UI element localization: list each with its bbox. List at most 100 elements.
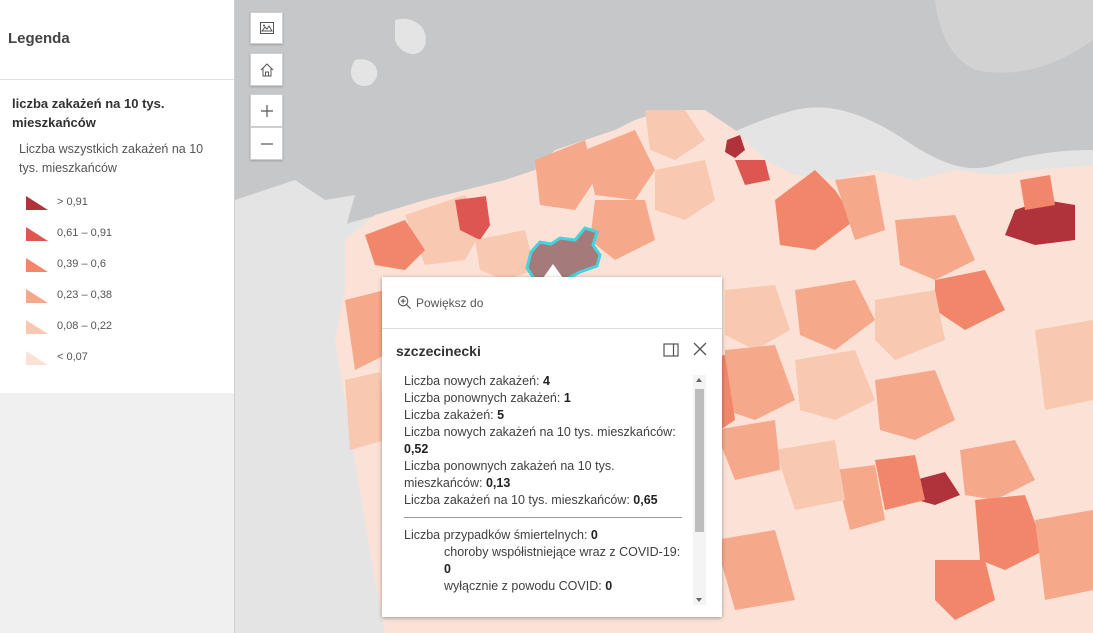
district[interactable] xyxy=(715,530,795,610)
legend-swatch xyxy=(26,195,48,210)
row-value: 0 xyxy=(605,579,613,593)
coast-germany xyxy=(235,180,355,260)
zoom-out-button[interactable] xyxy=(250,127,283,160)
popup-header: szczecinecki xyxy=(382,329,722,373)
district[interactable] xyxy=(1005,200,1075,245)
row-label: Liczba ponownych zakażeń: xyxy=(404,391,561,405)
popup-row: wyłącznie z powodu COVID: 0 xyxy=(404,578,689,595)
district[interactable] xyxy=(645,110,705,160)
zoom-to-label[interactable]: Powiększ do xyxy=(416,295,484,310)
row-value: 0,13 xyxy=(485,476,511,490)
dock-icon[interactable] xyxy=(663,343,679,357)
legend-swatch xyxy=(26,226,48,241)
row-label: Liczba nowych zakażeń na 10 tys. mieszka… xyxy=(404,425,676,439)
legend-class-label: > 0,91 xyxy=(57,195,88,208)
home-button[interactable] xyxy=(250,53,283,86)
legend-class-item: < 0,07 xyxy=(25,341,234,372)
legend-class-label: 0,23 – 0,38 xyxy=(57,288,113,301)
legend-swatch xyxy=(26,350,48,365)
scroll-thumb[interactable] xyxy=(695,389,704,532)
district[interactable] xyxy=(535,140,595,210)
district[interactable] xyxy=(835,465,885,530)
district[interactable] xyxy=(485,180,535,230)
district[interactable] xyxy=(960,440,1035,500)
district[interactable] xyxy=(875,370,955,440)
plus-icon xyxy=(260,104,273,117)
district[interactable] xyxy=(1035,510,1093,600)
district[interactable] xyxy=(475,230,535,280)
legend-class-label: 0,61 – 0,91 xyxy=(57,226,113,239)
district[interactable] xyxy=(775,440,845,510)
basemap-gallery-icon xyxy=(259,22,274,34)
district[interactable] xyxy=(835,175,885,240)
district[interactable] xyxy=(725,135,745,158)
popup-row: choroby współistniejące wraz z COVID-19:… xyxy=(404,544,689,578)
popup-content: Liczba nowych zakażeń: 4 Liczba ponownyc… xyxy=(404,373,689,595)
legend-class-label: 0,39 – 0,6 xyxy=(57,257,106,270)
row-label: wyłącznie z powodu COVID: xyxy=(444,579,602,593)
scroll-up-arrow-icon[interactable] xyxy=(696,378,702,382)
zoom-in-magnifier-icon xyxy=(397,295,411,309)
row-value: 5 xyxy=(497,408,505,422)
row-label: Liczba zakażeń na 10 tys. mieszkańców: xyxy=(404,493,630,507)
legend-class-item: 0,23 – 0,38 xyxy=(25,279,234,310)
district[interactable] xyxy=(1020,175,1055,210)
legend-field-label: Liczba wszystkich zakażeń na 10 tys. mie… xyxy=(19,142,204,175)
legend-class-item: > 0,91 xyxy=(25,186,234,217)
legend-class-item: 0,39 – 0,6 xyxy=(25,248,234,279)
legend-class-list: > 0,91 0,61 – 0,91 0,39 – 0,6 0,23 – 0,3… xyxy=(0,178,234,372)
district[interactable] xyxy=(795,350,875,420)
district[interactable] xyxy=(935,270,1005,330)
legend-layer-title: liczba zakażeń na 10 tys. mieszkańców xyxy=(12,96,165,130)
district[interactable] xyxy=(725,345,795,420)
district[interactable] xyxy=(1035,320,1093,410)
district[interactable] xyxy=(875,455,925,510)
district[interactable] xyxy=(345,372,385,450)
basemap-gallery-button[interactable] xyxy=(250,12,283,44)
zoom-to-action[interactable]: Powiększ do xyxy=(382,277,722,329)
row-value: 4 xyxy=(542,374,550,388)
island-2 xyxy=(350,59,378,86)
district[interactable] xyxy=(655,160,715,220)
popup-scrollbar[interactable] xyxy=(693,375,706,605)
close-icon[interactable] xyxy=(693,342,707,356)
district[interactable] xyxy=(875,290,945,360)
legend-header: Legenda xyxy=(0,0,234,80)
row-value: 0,65 xyxy=(633,493,658,507)
row-value: 0 xyxy=(444,562,451,576)
popup-divider xyxy=(404,517,682,518)
district[interactable] xyxy=(455,195,497,240)
legend-class-item: 0,61 – 0,91 xyxy=(25,217,234,248)
district[interactable] xyxy=(715,420,780,480)
scroll-down-arrow-icon[interactable] xyxy=(696,598,702,602)
district[interactable] xyxy=(775,170,855,250)
row-label: choroby współistniejące wraz z COVID-19: xyxy=(444,545,681,559)
district[interactable] xyxy=(795,280,875,350)
legend-swatch xyxy=(26,319,48,334)
row-label: Liczba ponownych zakażeń na 10 tys. mies… xyxy=(404,459,615,490)
district[interactable] xyxy=(365,220,425,270)
district[interactable] xyxy=(590,200,655,260)
row-value: 1 xyxy=(563,391,571,405)
legend-content: Legenda liczba zakażeń na 10 tys. mieszk… xyxy=(0,0,234,393)
popup-pointer xyxy=(543,264,563,278)
zoom-in-button[interactable] xyxy=(250,94,283,127)
row-value: 0,52 xyxy=(404,442,429,456)
popup-row: Liczba zakażeń: 5 xyxy=(404,407,689,424)
legend-swatch xyxy=(26,288,48,303)
district[interactable] xyxy=(935,560,995,620)
land-east xyxy=(935,0,1093,73)
popup-row: Liczba ponownych zakażeń na 10 tys. mies… xyxy=(404,458,689,492)
legend-title: Legenda xyxy=(8,30,70,47)
popup-row: Liczba nowych zakażeń na 10 tys. mieszka… xyxy=(404,424,689,458)
feature-popup[interactable]: Powiększ do szczecinecki Liczba nowych z… xyxy=(382,277,722,617)
row-value: 0 xyxy=(590,528,598,542)
row-label: Liczba zakażeń: xyxy=(404,408,494,422)
district[interactable] xyxy=(975,495,1045,570)
district[interactable] xyxy=(735,160,770,185)
district[interactable] xyxy=(725,285,790,350)
popup-body[interactable]: Liczba nowych zakażeń: 4 Liczba ponownyc… xyxy=(382,373,722,609)
popup-row: Liczba ponownych zakażeń: 1 xyxy=(404,390,689,407)
district[interactable] xyxy=(895,215,975,280)
district[interactable] xyxy=(585,130,655,200)
